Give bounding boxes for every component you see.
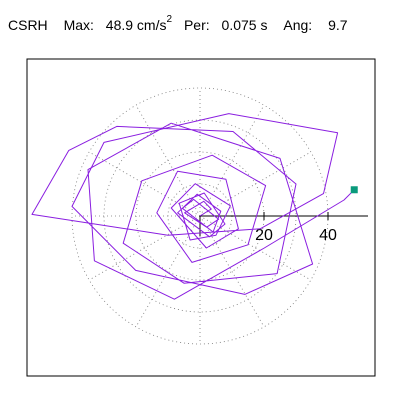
grid-spoke-210: [88, 215, 201, 281]
max-marker: [350, 186, 358, 194]
x-tick-label-40: 40: [319, 227, 337, 244]
max-unit-exponent: 2: [166, 14, 173, 25]
station-code: CSRH: [8, 16, 48, 33]
max-label: Max:: [63, 16, 94, 33]
angle-value: 9.7: [328, 16, 348, 33]
period-value: 0.075 s: [221, 16, 268, 33]
grid-spoke-120: [135, 104, 201, 217]
axes: 20 40: [199, 212, 368, 244]
grid-spoke-330: [199, 215, 312, 281]
angle-label: Ang:: [283, 16, 313, 33]
chart-header: CSRH Max: 48.9 cm/s2 Per: 0.075 s Ang: 9…: [8, 14, 348, 40]
grid-spoke-240: [135, 215, 201, 328]
motion-trace: [31, 113, 355, 300]
grid-spoke-300: [199, 215, 265, 328]
max-point-marker: [350, 186, 358, 194]
grid-spoke-60: [199, 104, 265, 217]
period-label: Per:: [183, 16, 210, 33]
grid-spoke-30: [199, 151, 312, 217]
grid-spoke-150: [88, 151, 201, 217]
x-tick-label-20: 20: [255, 227, 273, 244]
trace-series-0: [31, 113, 355, 300]
plot-frame: [26, 58, 376, 377]
max-value: 48.9 cm/s: [105, 16, 167, 33]
